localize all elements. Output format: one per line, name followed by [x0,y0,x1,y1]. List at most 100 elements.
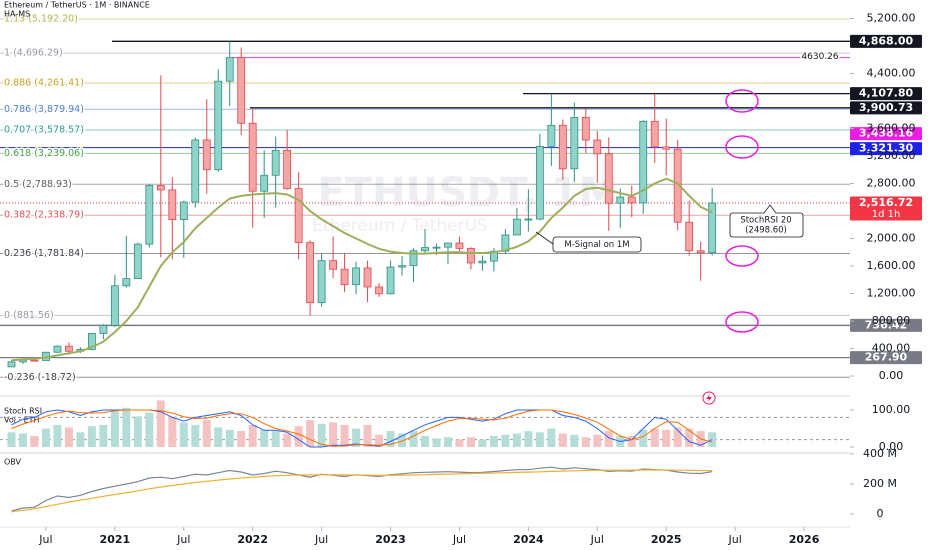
x-tick-label: Jul [452,533,466,546]
volume-bar [317,423,326,447]
candle-body [260,174,269,192]
x-tick-label: Jul [590,533,604,546]
pane-title: Stoch RSI [4,407,42,416]
price-tag-label: 4,868.00 [859,34,914,47]
volume-bar [409,431,418,447]
candle-body [512,218,521,236]
candle-body [375,286,383,295]
candle-body [30,359,39,362]
candle-body [627,196,636,204]
x-tick-label: 2025 [651,533,682,546]
candle-body [306,242,315,304]
candle-body [501,234,510,252]
candle-body [455,242,464,249]
volume-bar [248,424,257,447]
x-tick-label: 2023 [375,533,406,546]
fib-label: 1.13 (5,192.20) [4,14,78,25]
watermark: ETHUSDT, 1M [318,170,619,216]
candle-body [685,221,694,252]
price-tag [850,318,922,332]
candle-body [110,285,119,326]
price-tag-label: 267.90 [865,351,908,364]
volume-bar [570,434,579,447]
y-tick-label: 2,800.00 [867,177,916,190]
volume-bar [662,429,671,447]
fib-label: 0.786 (3,879.94) [4,104,84,115]
candle-body [352,267,360,286]
candle-body [214,80,223,171]
x-tick-label: 2026 [789,533,820,546]
callout-text: StochRSI 20 [740,216,791,226]
volume-bar [271,431,280,447]
volume-bar [122,407,131,447]
price-tag [850,87,922,101]
volume-bar [547,428,556,447]
volume-bar [53,424,62,447]
callout-pointer [535,231,554,245]
candle-body [708,202,717,254]
candle-body [156,185,165,191]
candle-body [329,260,338,270]
volume-bar [352,428,361,447]
candle-body [237,57,246,124]
level-label: 4630.26 [801,52,838,62]
candle-body [478,260,487,264]
volume-bar [191,424,200,447]
volume-bar [64,427,73,447]
volume-bar [329,422,338,447]
candle-body [650,120,659,148]
volume-bar [133,416,142,447]
candle-body [386,266,395,295]
candle-body [271,149,280,176]
highlight-ellipse [725,311,759,333]
volume-bar [524,431,533,447]
x-tick-label: Jul [38,533,52,546]
volume-bar [87,426,96,447]
y-tick-label: 800.00 [872,314,911,327]
fib-label: 0.382 (2,338.79) [4,210,84,221]
volume-bar [363,424,372,447]
candle-body [283,149,292,189]
volume-bar [340,424,349,447]
chart-title: Ethereum / TetherUS · 1M · BINANCE [4,1,150,10]
candle-body [535,145,544,220]
y-tick-label: 3,200.00 [867,149,916,162]
stoch-d-line [11,409,713,447]
volume-bar [41,428,50,447]
price-tag [850,351,922,365]
price-tag-label: 2,516.72 [859,196,913,209]
candle-body [558,124,567,170]
watermark-sub: Ethereum / TetherUS [312,216,488,236]
candle-body [593,139,602,155]
volume-bar [306,420,315,447]
price-tag-label: 3,321.30 [859,142,914,155]
candle-body [616,196,625,204]
volume-bar [581,437,590,447]
callout-box [729,204,804,238]
candle-body [432,246,441,249]
candle-body [294,188,303,243]
highlight-ellipse [725,135,759,159]
volume-bar [30,435,39,447]
candle-body [65,345,73,352]
price-tag [850,34,922,48]
m-signal-line [11,177,713,362]
price-tag [850,127,922,141]
candle-body [145,185,154,245]
obv-ma-line [11,469,713,513]
candle-body [409,250,418,267]
candle-body [673,148,682,223]
x-tick-label: Jul [314,533,328,546]
y-tick-label: 200 M [863,477,897,490]
candle-body [317,260,326,304]
y-tick-label: 0.00 [879,440,904,453]
volume-bar [512,433,521,447]
volume-bar [432,438,441,447]
volume-bar [7,432,16,447]
callout-text: M-Signal on 1M [564,240,629,250]
y-tick-label: 0.00 [879,369,904,382]
volume-bar [156,400,165,447]
volume-bar [294,426,303,447]
candle-body [225,57,234,82]
x-tick-label: Jul [727,533,741,546]
